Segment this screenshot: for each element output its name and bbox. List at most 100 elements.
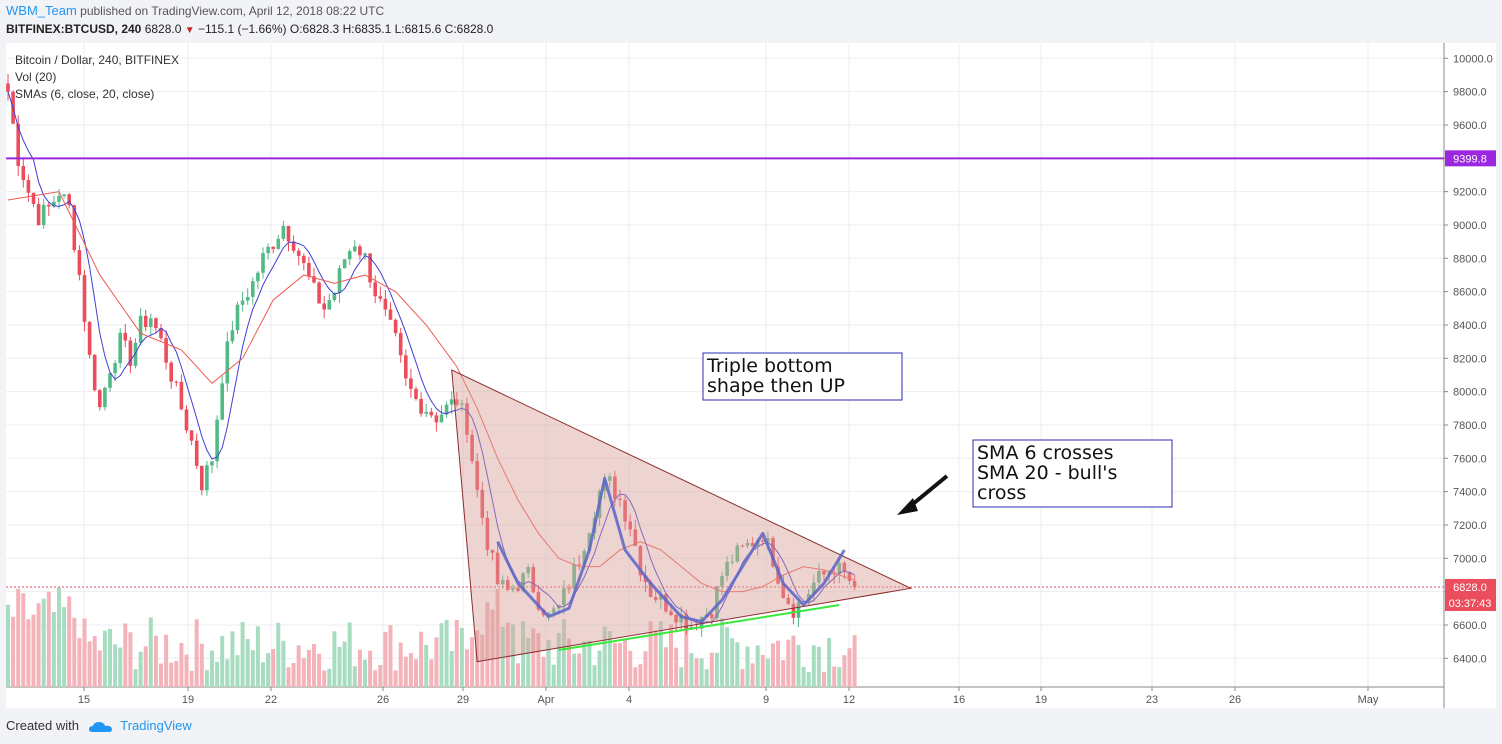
volume-bar bbox=[11, 616, 16, 687]
volume-bar bbox=[143, 646, 148, 687]
volume-bar bbox=[276, 622, 281, 687]
candle-body bbox=[439, 414, 444, 423]
y-tick-label: 8000.0 bbox=[1453, 387, 1487, 399]
volume-bar bbox=[714, 652, 719, 687]
candle-body bbox=[159, 328, 163, 339]
candle-body bbox=[194, 440, 199, 466]
volume-bar bbox=[46, 591, 51, 687]
volume-bar bbox=[408, 653, 413, 687]
candle-body bbox=[133, 342, 138, 366]
arrow-head bbox=[897, 498, 918, 515]
volume-bar bbox=[118, 647, 123, 687]
tradingview-logo-icon bbox=[88, 721, 112, 732]
candle-body bbox=[296, 250, 301, 256]
candle-body bbox=[149, 318, 153, 328]
volume-bar bbox=[577, 653, 582, 687]
tradingview-brand[interactable]: TradingView bbox=[120, 718, 192, 733]
volume-bar bbox=[235, 655, 240, 687]
volume-bar bbox=[582, 641, 587, 687]
triangle-pattern bbox=[451, 369, 913, 663]
volume-bar bbox=[796, 644, 801, 687]
candle-body bbox=[118, 332, 122, 364]
x-tick-label: 19 bbox=[1035, 694, 1047, 706]
price-chart[interactable]: 6400.06600.06800.07000.07200.07400.07600… bbox=[6, 43, 1496, 708]
volume-bar bbox=[633, 667, 638, 687]
candle-body bbox=[653, 597, 658, 600]
y-tick-label: 8800.0 bbox=[1453, 253, 1487, 265]
candle-body bbox=[373, 282, 377, 297]
volume-bar bbox=[444, 619, 449, 687]
candle-body bbox=[766, 538, 770, 542]
volume-bar bbox=[618, 643, 622, 687]
volume-bar bbox=[225, 659, 230, 687]
volume-bar bbox=[87, 641, 92, 687]
candle-body bbox=[424, 411, 428, 414]
x-tick-label: 26 bbox=[1229, 694, 1241, 706]
candle-body bbox=[113, 363, 117, 374]
x-tick-label: 23 bbox=[1146, 694, 1158, 706]
candle-body bbox=[546, 612, 551, 616]
volume-bar bbox=[159, 663, 163, 687]
volume-bar bbox=[153, 635, 158, 687]
candle-body bbox=[47, 204, 51, 207]
candle-body bbox=[225, 341, 230, 384]
volume-bar bbox=[725, 627, 730, 687]
volume-bar bbox=[663, 647, 668, 687]
candle-body bbox=[205, 465, 209, 491]
volume-bar bbox=[679, 667, 684, 687]
volume-bar bbox=[215, 661, 220, 687]
candle-body bbox=[812, 582, 816, 595]
candle-body bbox=[500, 580, 505, 585]
volume-bar bbox=[669, 624, 673, 687]
volume-bar bbox=[301, 658, 306, 687]
y-tick-label: 9800.0 bbox=[1453, 87, 1487, 99]
ohlc-values: O:6828.3 H:6835.1 L:6815.6 C:6828.0 bbox=[289, 22, 494, 36]
candle-body bbox=[725, 561, 729, 576]
candle-body bbox=[307, 263, 311, 277]
candle-body bbox=[98, 390, 102, 408]
candle-body bbox=[414, 388, 418, 399]
volume-bar bbox=[414, 659, 418, 687]
candle-body bbox=[123, 332, 128, 341]
volume-bar bbox=[128, 632, 133, 687]
candle-body bbox=[791, 603, 796, 618]
volume-bar bbox=[653, 630, 658, 687]
candle-body bbox=[613, 476, 617, 499]
volume-bar bbox=[113, 644, 118, 687]
candle-body bbox=[128, 340, 133, 366]
price-change: −115.1 (−1.66%) bbox=[198, 22, 287, 36]
candle-body bbox=[567, 588, 571, 590]
candle-body bbox=[796, 602, 801, 618]
candle-body bbox=[516, 588, 520, 591]
y-tick-label: 8600.0 bbox=[1453, 287, 1487, 299]
annotation-sma-cross-box bbox=[972, 439, 1173, 508]
volume-bar bbox=[403, 656, 408, 687]
publisher-name[interactable]: WBM_Team bbox=[6, 3, 77, 18]
candle-body bbox=[174, 381, 179, 383]
volume-bar bbox=[561, 619, 566, 687]
candle-body bbox=[852, 581, 857, 587]
candle-body bbox=[41, 204, 46, 226]
volume-bar bbox=[378, 665, 383, 687]
volume-bar bbox=[811, 645, 816, 687]
volume-bar bbox=[495, 588, 500, 687]
candle-body bbox=[189, 430, 194, 441]
volume-bar bbox=[526, 637, 531, 687]
volume-bar bbox=[485, 602, 490, 687]
candle-body bbox=[449, 399, 454, 405]
candle-body bbox=[455, 399, 459, 405]
volume-bar bbox=[816, 646, 821, 687]
candle-body bbox=[164, 338, 168, 363]
chart-area[interactable]: 6400.06600.06800.07000.07200.07400.07600… bbox=[6, 43, 1496, 708]
candle-body bbox=[21, 165, 26, 181]
volume-bar bbox=[72, 617, 77, 687]
candle-body bbox=[526, 567, 530, 574]
candle-body bbox=[57, 195, 61, 202]
candle-body bbox=[31, 192, 36, 205]
published-text: published on TradingView.com, April 12, … bbox=[80, 4, 385, 18]
volume-bar bbox=[776, 640, 781, 687]
volume-bar bbox=[199, 643, 204, 687]
candle-body bbox=[92, 354, 97, 391]
candle-body bbox=[184, 409, 189, 431]
y-tick-label: 6400.0 bbox=[1453, 653, 1487, 665]
